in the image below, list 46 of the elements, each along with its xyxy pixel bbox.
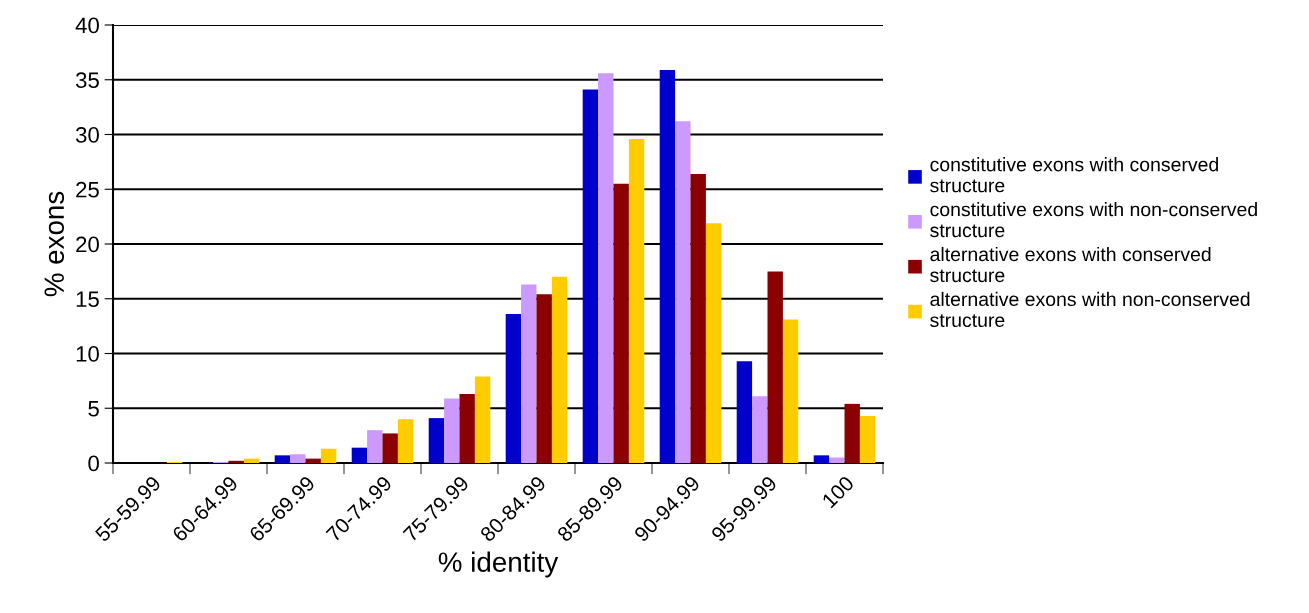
y-tick-label: 20 [76, 236, 99, 253]
x-tick-label: 100 [821, 475, 855, 509]
bar [367, 430, 383, 463]
bar [782, 319, 799, 463]
bar [859, 415, 876, 463]
y-tick-label: 5 [88, 401, 99, 417]
bar [582, 89, 599, 463]
legend-label: alternative exons with non-conserved structure [930, 291, 1250, 328]
bar [505, 314, 522, 463]
bar [320, 448, 337, 463]
bar [813, 455, 830, 463]
bar [521, 284, 537, 463]
bar [705, 223, 722, 463]
bar [613, 183, 629, 463]
bar [474, 376, 491, 463]
y-axis-title: % exons [44, 191, 65, 297]
x-axis-title: % identity [438, 551, 559, 578]
y-tick-label: 25 [76, 181, 99, 198]
bar [551, 276, 568, 463]
bar [428, 418, 445, 463]
y-tick-label: 10 [76, 346, 99, 362]
y-tick-label: 0 [88, 455, 99, 472]
bar [243, 458, 260, 463]
bar [536, 294, 552, 463]
bar [628, 138, 645, 463]
bar [397, 419, 414, 463]
bar [752, 396, 768, 463]
y-tick-label: 30 [75, 127, 99, 143]
bar [844, 403, 860, 463]
bar [444, 398, 460, 463]
bar [290, 454, 306, 463]
bar [382, 433, 398, 463]
bar [659, 69, 676, 463]
bar [459, 394, 475, 463]
y-tick-label: 40 [75, 17, 99, 34]
y-tick-label: 35 [75, 72, 99, 89]
bar [736, 361, 753, 463]
y-tick-label: 15 [76, 291, 99, 308]
bar [675, 121, 691, 463]
bar [598, 73, 614, 463]
bar [274, 455, 291, 463]
bar [767, 271, 783, 463]
bar [829, 457, 845, 463]
bar [305, 458, 321, 463]
bar [351, 447, 368, 463]
bar [690, 173, 706, 463]
